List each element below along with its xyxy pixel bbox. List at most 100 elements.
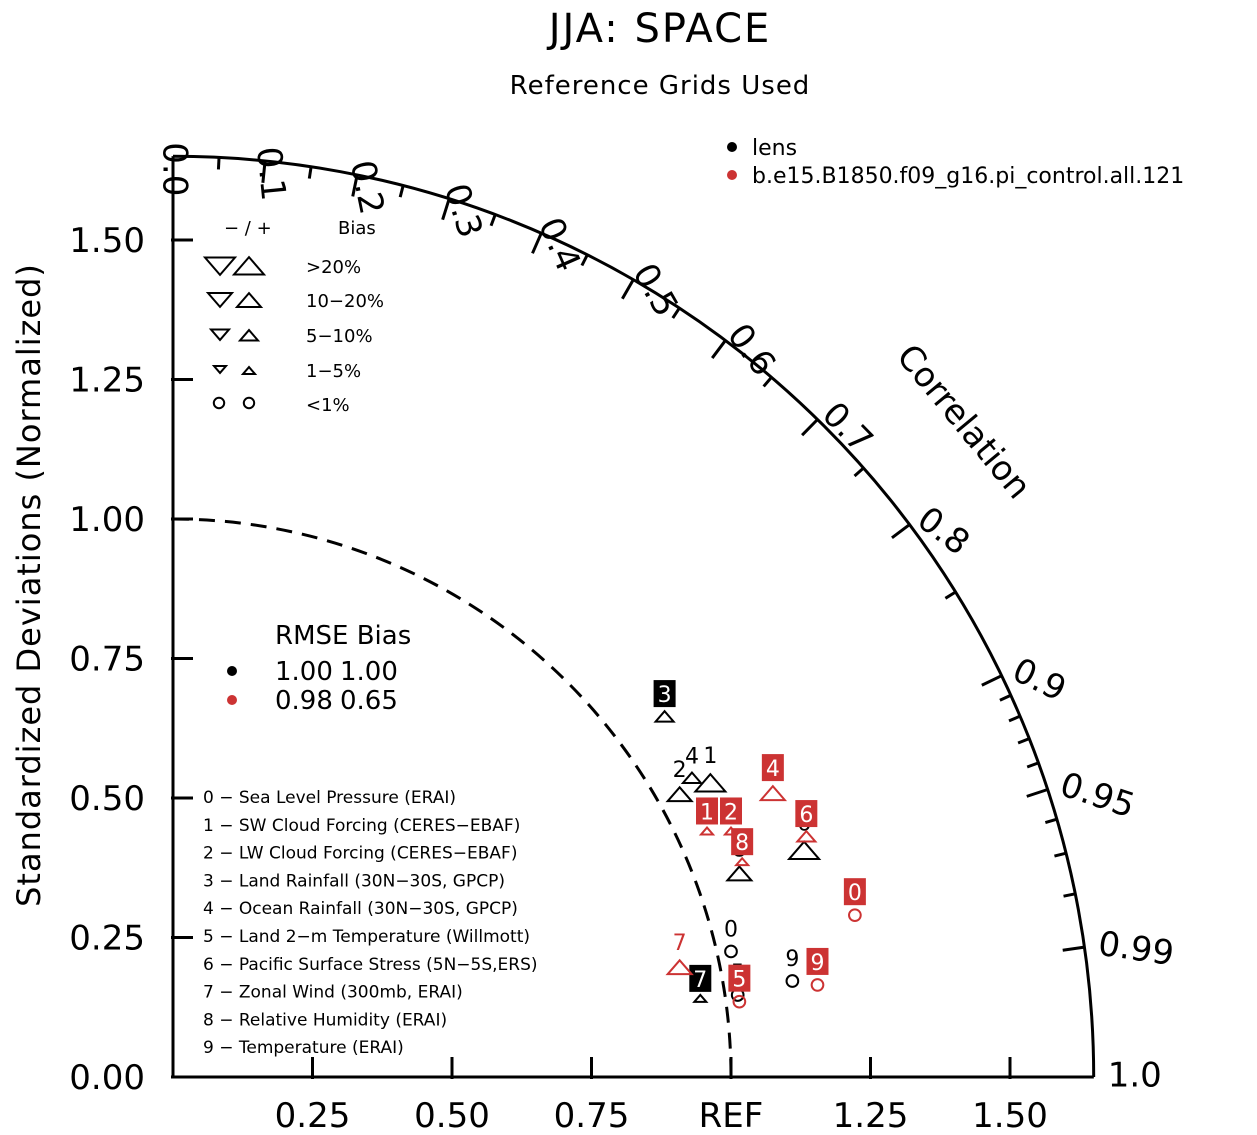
bias-legend-label: 5−10% <box>306 326 373 347</box>
data-point-marker <box>665 958 694 976</box>
variable-legend-item: 0 − Sea Level Pressure (ERAI) <box>203 788 456 808</box>
data-point-label: 6 <box>799 803 813 828</box>
data-point: 2 <box>665 758 694 803</box>
data-point-label-box <box>720 797 742 825</box>
data-point: 1 <box>693 744 728 793</box>
variable-legend-item: 9 − Temperature (ERAI) <box>203 1038 404 1058</box>
data-point-marker <box>732 994 747 1009</box>
series-legend: lens b.e15.B1850.f09_g16.pi_control.all.1… <box>727 136 1184 189</box>
series-legend-dot <box>727 170 737 180</box>
corr-tick-label: 1.0 <box>1108 1056 1162 1096</box>
bias-legend-label: 10−20% <box>306 291 384 312</box>
y-tick-label: 1.25 <box>69 361 145 401</box>
x-tick-label: REF <box>699 1096 764 1135</box>
x-tick-label: 1.50 <box>972 1096 1048 1135</box>
series-legend-label: b.e15.B1850.f09_g16.pi_control.all.121 <box>752 164 1184 189</box>
corr-minor-tick <box>398 185 405 198</box>
data-point-marker <box>665 785 694 803</box>
corr-minor-tick <box>944 590 957 600</box>
corr-minor-tick <box>307 166 313 179</box>
corr-tick <box>891 523 911 539</box>
corr-tick-label: 0.8 <box>910 499 977 563</box>
x-tick-label: 0.50 <box>414 1096 490 1135</box>
data-point-label: 5 <box>732 968 746 993</box>
bias-legend-up-triangle <box>240 365 258 375</box>
data-point-label-box <box>689 964 712 992</box>
y-tick-label: 0.00 <box>69 1058 145 1098</box>
corr-tick-label: 0.99 <box>1096 924 1177 974</box>
corr-minor-tick <box>671 307 681 319</box>
corr-tick-label: 0.6 <box>719 316 783 383</box>
data-point-label: 4 <box>766 757 780 782</box>
y-tick-label: 0.75 <box>69 640 145 680</box>
data-point-marker <box>795 829 818 843</box>
data-point-label: 9 <box>785 947 799 972</box>
corr-tick <box>981 674 1003 687</box>
outer-arc <box>172 154 1096 1078</box>
data-point: 2 <box>720 797 742 836</box>
corr-minor-tick <box>1026 761 1039 769</box>
variable-legend-item: 6 − Pacific Surface Stress (5N−5S,ERS) <box>203 955 538 975</box>
variable-legend-item: 2 − LW Cloud Forcing (CERES−EBAF) <box>203 844 517 864</box>
data-point: 7 <box>665 931 694 976</box>
data-point-label-box <box>653 680 676 708</box>
bias-legend-label: 1−5% <box>306 361 361 382</box>
data-point: 0 <box>724 917 738 959</box>
data-point: 0 <box>843 878 866 923</box>
data-point: 4 <box>680 744 704 784</box>
data-point-label-box <box>806 947 829 975</box>
data-point-label-box <box>761 754 784 782</box>
stats-legend-bias: 1.00 <box>340 657 398 687</box>
corr-tick <box>801 418 819 437</box>
variable-legend: 0 − Sea Level Pressure (ERAI) 1 − SW Clou… <box>203 788 538 1058</box>
data-point: 3 <box>653 680 676 723</box>
corr-tick <box>261 160 267 183</box>
corr-minor-tick <box>853 466 865 478</box>
data-point-label: 1 <box>700 800 714 825</box>
y-axis-label: Standardized Deviations (Normalized) <box>10 263 48 907</box>
data-point: 1 <box>696 797 719 836</box>
corr-minor-tick <box>1044 817 1058 825</box>
variable-legend-item: 5 − Land 2−m Temperature (Willmott) <box>203 927 530 947</box>
corr-minor-tick <box>762 376 773 388</box>
data-point-marker <box>758 784 788 802</box>
stats-legend-header: RMSE Bias <box>275 621 411 651</box>
corr-tick-label: 0.0 <box>155 142 195 196</box>
data-point-marker <box>848 908 862 923</box>
chart-title: JJA: SPACE <box>546 6 772 52</box>
data-point-label-box <box>843 878 866 906</box>
bias-legend-label: >20% <box>306 257 361 278</box>
y-tick-label: 1.00 <box>69 500 145 540</box>
stats-legend-rmse: 1.00 <box>275 657 333 687</box>
corr-tick <box>621 278 635 300</box>
data-point-marker <box>724 944 738 959</box>
bias-legend: − / + Bias >20% 10−20% 5−10% 1−5% <1% <box>202 218 384 416</box>
corr-tick-label: 0.1 <box>248 145 293 203</box>
corr-tick <box>441 198 451 221</box>
bias-legend-label: <1% <box>306 395 350 416</box>
corr-minor-tick <box>1063 892 1076 898</box>
bias-legend-circle <box>212 396 226 410</box>
corr-tick-label: 0.7 <box>814 394 880 461</box>
data-point-label: 0 <box>724 917 738 942</box>
y-tick-label: 1.50 <box>69 221 145 261</box>
chart-subtitle: Reference Grids Used <box>510 71 811 101</box>
reference-arc <box>172 517 733 1078</box>
stats-legend-rmse: 0.98 <box>275 686 333 716</box>
corr-tick-label: 0.9 <box>1006 650 1072 710</box>
data-point-marker <box>680 771 704 784</box>
data-point-label: 4 <box>685 744 699 769</box>
data-point-label: 8 <box>735 831 749 856</box>
data-point: 6 <box>795 800 818 843</box>
corr-minor-tick <box>216 157 221 170</box>
bias-legend-up-triangle <box>237 328 261 342</box>
stats-legend-dot <box>227 666 237 676</box>
data-points: 0123456789012456789 <box>653 680 866 1009</box>
data-point-label: 0 <box>848 881 862 906</box>
bias-legend-up-triangle <box>234 291 264 308</box>
data-point-label: 2 <box>673 758 687 783</box>
data-point: 9 <box>785 947 799 988</box>
series-legend-dot <box>727 142 737 152</box>
corr-tick <box>351 174 359 197</box>
data-point: 4 <box>758 754 788 802</box>
